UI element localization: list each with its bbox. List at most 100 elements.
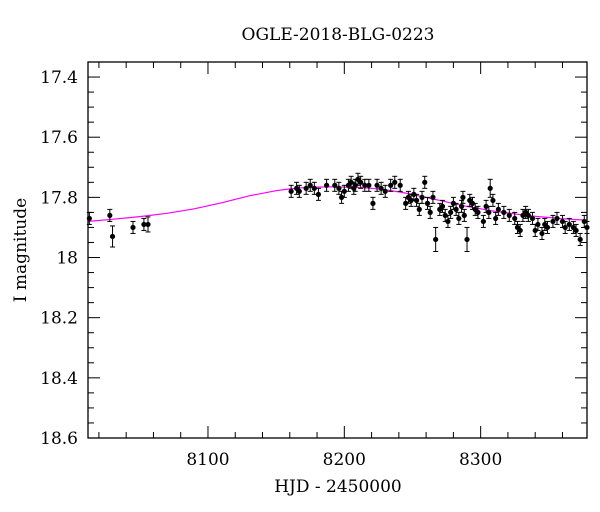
y-tick-label: 18.4 xyxy=(40,369,78,389)
point-marker xyxy=(296,188,302,194)
tick-labels: 8100 8200 8300 17.4 17.6 17.8 18 18.2 18.4 18.6 xyxy=(40,68,502,470)
point-marker xyxy=(442,212,448,219)
point-marker xyxy=(107,212,113,219)
point-marker xyxy=(362,182,368,188)
point-marker xyxy=(501,209,507,215)
data-point xyxy=(573,223,579,237)
data-point xyxy=(109,225,116,248)
point-marker xyxy=(430,194,436,200)
point-marker xyxy=(469,200,476,206)
data-point xyxy=(332,178,338,192)
point-marker xyxy=(341,188,347,194)
point-marker xyxy=(422,179,428,185)
data-point xyxy=(566,217,572,231)
point-marker xyxy=(562,224,568,231)
data-point xyxy=(348,175,354,189)
point-marker xyxy=(424,200,431,206)
point-marker xyxy=(130,224,136,231)
data-point xyxy=(562,220,568,234)
data-point xyxy=(535,217,541,231)
point-marker xyxy=(512,215,518,222)
point-marker xyxy=(490,197,496,203)
data-point xyxy=(341,184,347,198)
data-point xyxy=(483,199,489,213)
data-point xyxy=(311,181,317,195)
data-point xyxy=(370,196,376,210)
data-point xyxy=(130,220,136,234)
point-marker xyxy=(374,182,380,188)
point-marker xyxy=(445,218,451,225)
data-point xyxy=(539,226,545,240)
point-marker xyxy=(493,215,499,222)
data-point xyxy=(392,175,398,189)
axis-ticks xyxy=(88,61,587,439)
point-marker xyxy=(525,212,531,219)
point-marker xyxy=(458,203,465,209)
point-marker xyxy=(539,230,545,237)
data-point xyxy=(517,223,523,237)
data-point xyxy=(456,211,462,225)
data-point xyxy=(433,226,439,253)
point-marker xyxy=(483,203,489,209)
data-point xyxy=(529,211,536,225)
data-point xyxy=(460,190,466,204)
data-point xyxy=(480,214,486,228)
point-marker xyxy=(439,203,446,209)
x-tick-label: 8200 xyxy=(323,450,366,470)
data-point xyxy=(577,232,583,246)
data-point xyxy=(424,196,431,210)
data-point xyxy=(525,208,531,222)
point-marker xyxy=(487,185,493,191)
data-point xyxy=(307,178,313,192)
data-point xyxy=(419,190,425,204)
point-marker xyxy=(370,200,376,206)
point-marker xyxy=(141,221,147,228)
point-marker xyxy=(517,227,523,234)
data-point xyxy=(544,220,551,234)
point-marker xyxy=(475,209,481,215)
data-point xyxy=(430,190,436,204)
data-point xyxy=(416,202,422,216)
data-point xyxy=(487,178,493,198)
data-point xyxy=(493,211,499,225)
point-marker xyxy=(315,191,322,197)
data-point xyxy=(453,202,459,216)
data-point xyxy=(355,172,361,186)
point-marker xyxy=(397,182,403,188)
point-marker xyxy=(464,236,470,243)
data-point xyxy=(358,175,364,189)
point-marker xyxy=(307,182,313,188)
data-point xyxy=(141,217,147,231)
data-points xyxy=(86,172,590,253)
point-marker xyxy=(506,212,512,219)
point-marker xyxy=(453,206,459,212)
data-point xyxy=(550,214,556,228)
point-marker xyxy=(448,209,454,215)
point-marker xyxy=(388,182,394,188)
x-tick-label: 8300 xyxy=(459,450,502,470)
chart-title: OGLE-2018-BLG-0223 xyxy=(242,25,435,45)
point-marker xyxy=(109,233,116,240)
data-point xyxy=(145,216,151,233)
x-axis-label: HJD - 2450000 xyxy=(274,477,402,497)
point-marker xyxy=(456,215,462,222)
data-point xyxy=(336,181,342,195)
point-marker xyxy=(559,218,566,225)
point-marker xyxy=(332,182,338,188)
point-marker xyxy=(480,218,486,225)
point-marker xyxy=(544,224,551,231)
data-point xyxy=(382,184,388,198)
y-tick-label: 17.8 xyxy=(40,188,78,208)
data-point xyxy=(461,208,467,222)
point-marker xyxy=(366,182,372,188)
point-marker xyxy=(413,197,420,203)
data-point xyxy=(475,205,481,219)
y-axis-label: I magnitude xyxy=(11,198,31,302)
data-point xyxy=(437,202,443,216)
data-point xyxy=(532,223,538,237)
data-point xyxy=(469,196,476,210)
y-tick-label: 17.6 xyxy=(40,128,78,148)
point-marker xyxy=(427,209,433,215)
point-marker xyxy=(382,188,388,194)
